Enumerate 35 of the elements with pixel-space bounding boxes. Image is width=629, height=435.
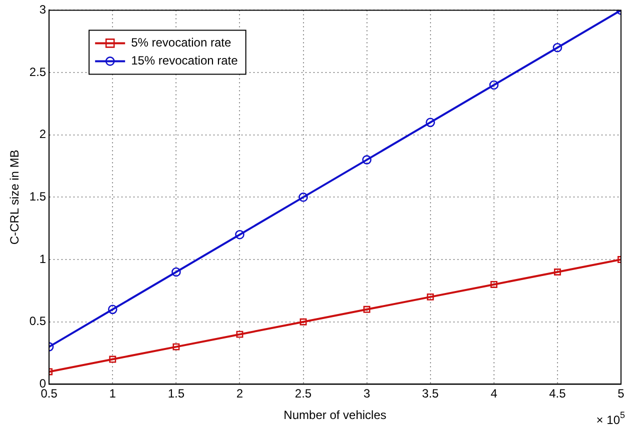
y-tick-label: 0.5 [29, 314, 46, 328]
point [108, 304, 118, 314]
y-tick-label: 1 [39, 252, 46, 266]
point [236, 330, 244, 338]
x-tick-label: 4 [490, 386, 498, 401]
point [109, 356, 116, 363]
y-tick-label: 1.5 [29, 190, 46, 204]
x-tick-label: 2.5 [294, 386, 312, 401]
y-tick-label: 3 [39, 2, 46, 17]
x-tick-label: 4.5 [549, 386, 566, 401]
point [300, 318, 307, 326]
x-tick-label: 1 [109, 386, 116, 401]
point [363, 306, 370, 313]
point [235, 230, 244, 240]
x-tick-label: 3 [363, 386, 370, 401]
y-tick-label: 2.5 [29, 64, 46, 79]
y-tick-label: 2 [39, 127, 46, 142]
x-tick-label: 3.5 [422, 386, 440, 401]
point [362, 155, 372, 164]
y-axis-title: C-CRL size in MB [8, 150, 22, 245]
point [554, 268, 561, 276]
point [490, 280, 498, 288]
x-tick-label: 5 [618, 386, 625, 401]
point [552, 42, 562, 52]
point [426, 293, 434, 300]
point [489, 80, 499, 90]
x-tick-label: 2 [236, 386, 244, 401]
point [298, 192, 308, 202]
x-tick-label: 1.5 [168, 386, 185, 401]
point [172, 267, 181, 277]
point [426, 118, 436, 128]
x-axis-title: Number of vehicles [284, 408, 386, 422]
point [172, 343, 180, 350]
legend-label: 15% revocation rate [131, 54, 238, 68]
legend-label: 5% revocation rate [131, 36, 232, 50]
